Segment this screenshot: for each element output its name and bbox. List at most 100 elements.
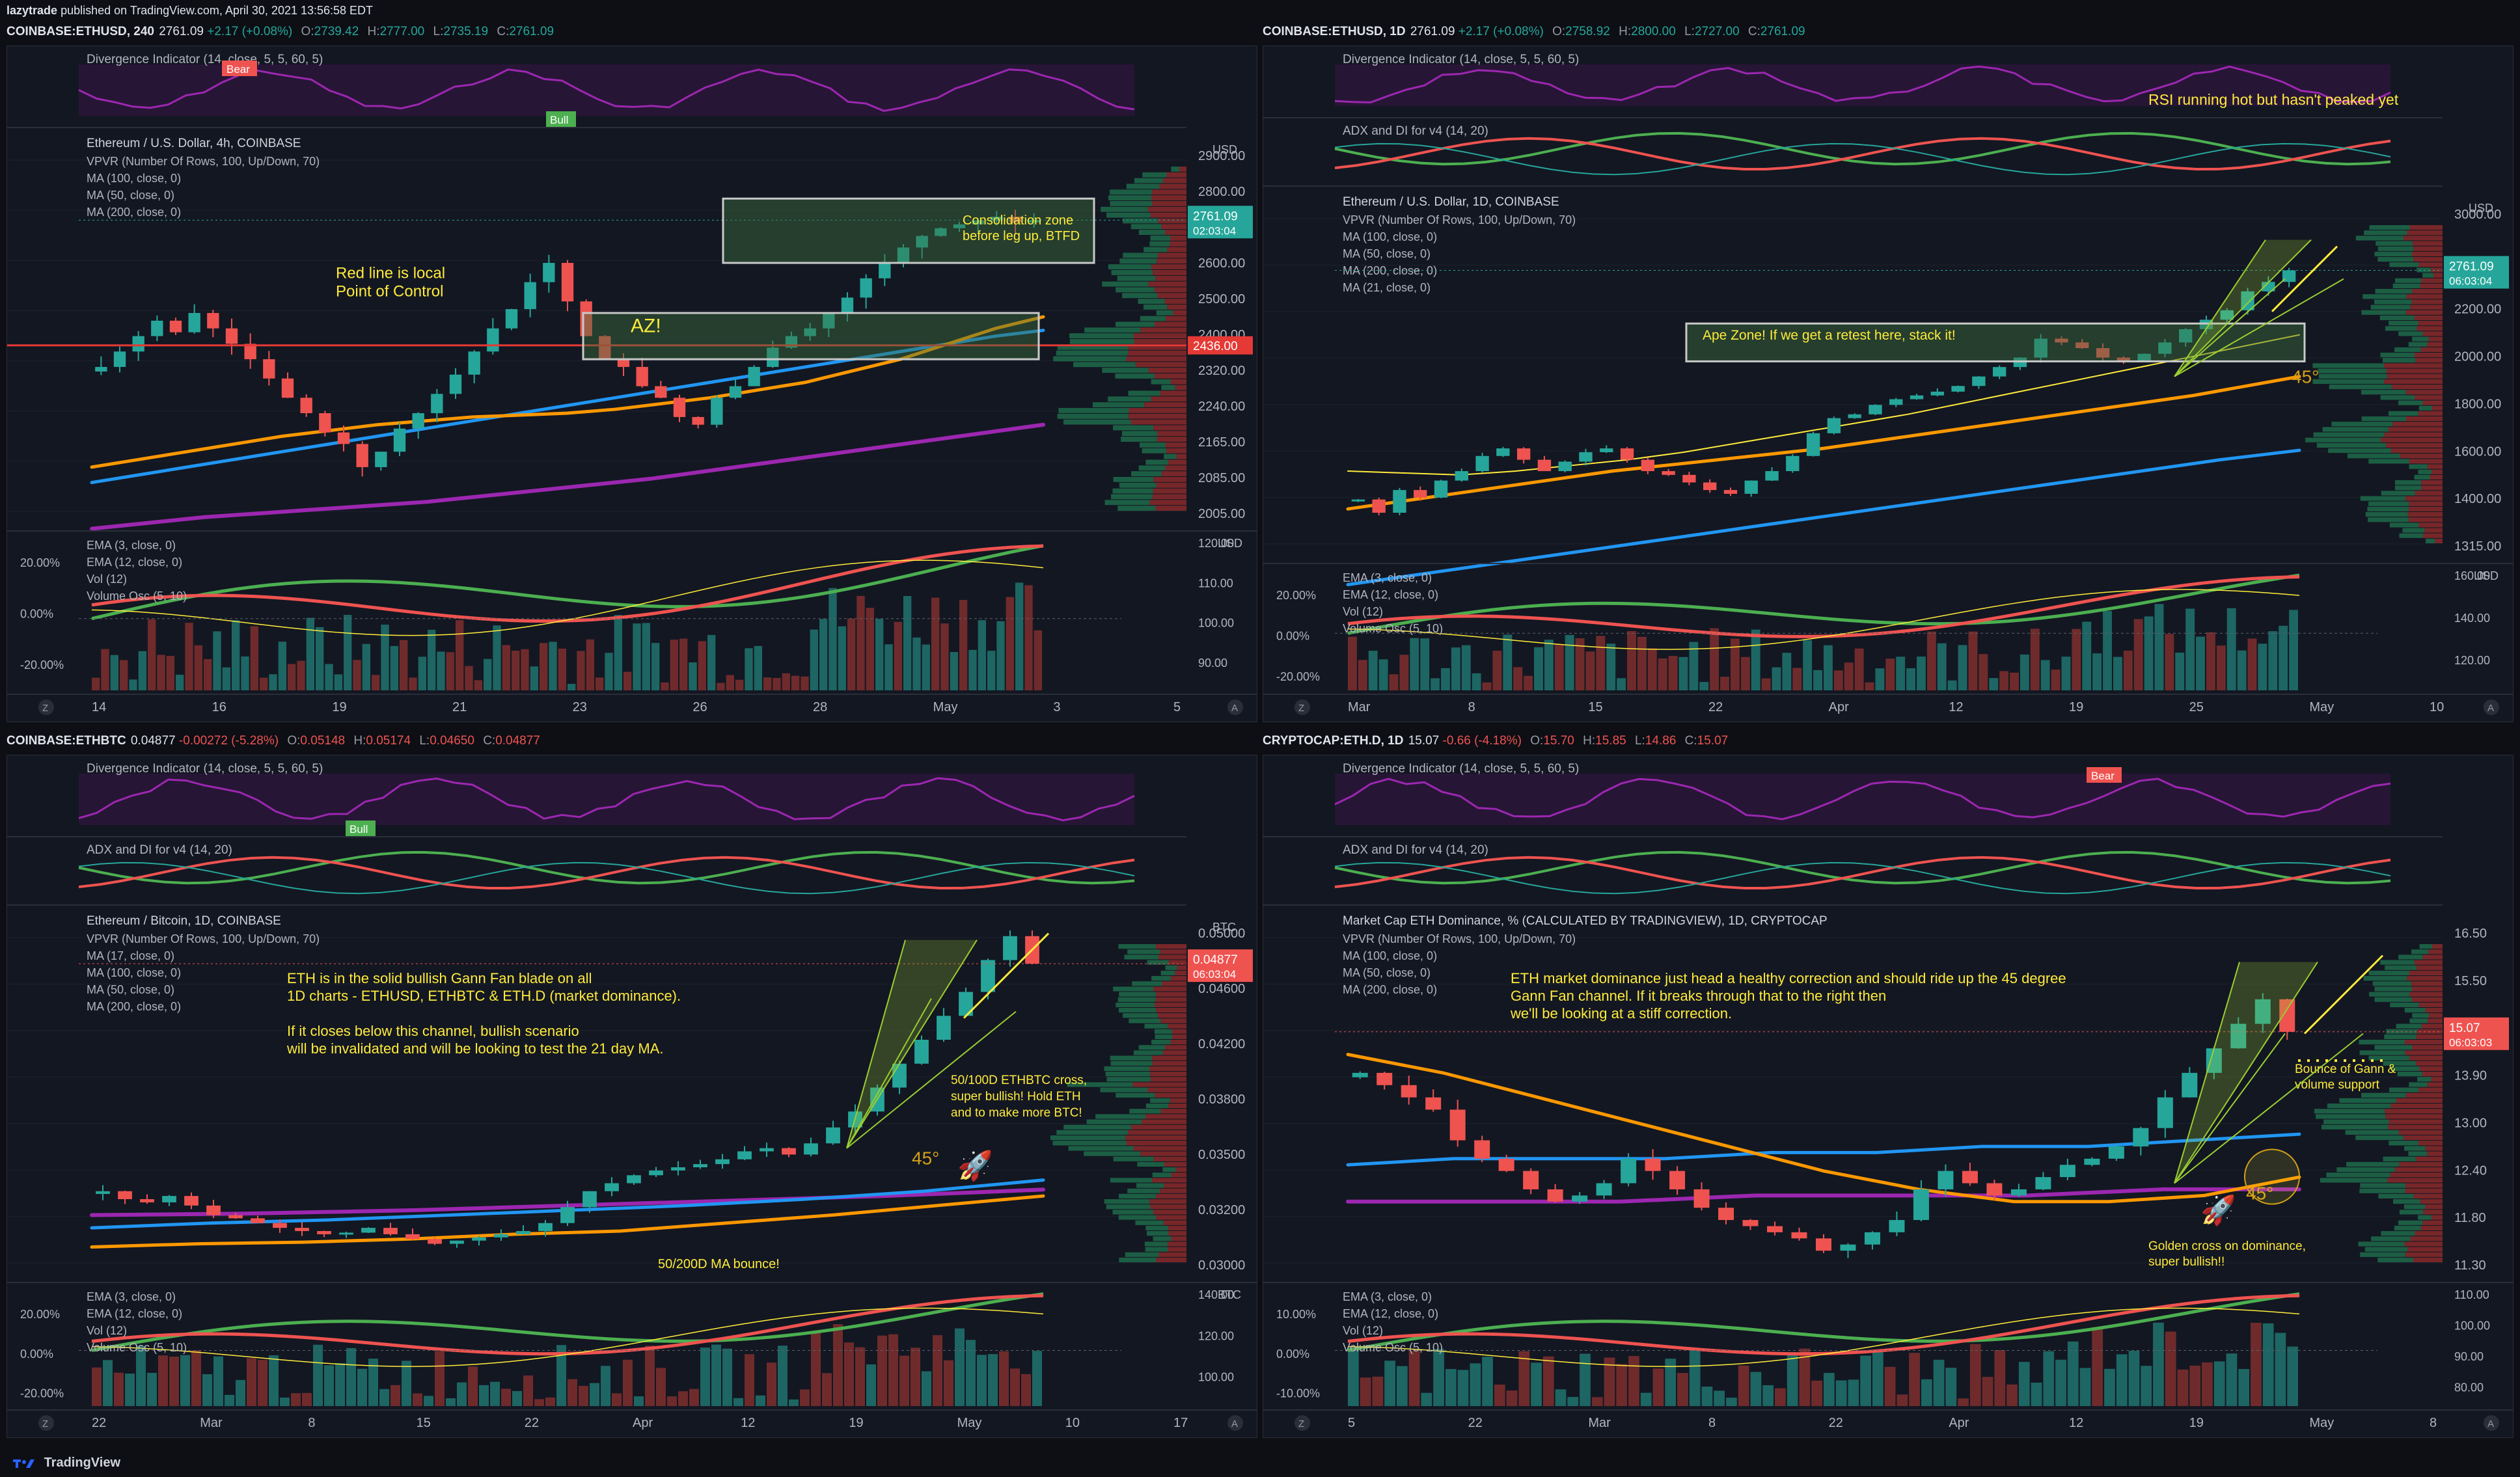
candle-body[interactable] [2096, 348, 2110, 358]
candle-body[interactable] [2254, 999, 2271, 1024]
candle-body[interactable] [2220, 310, 2234, 320]
candle-body[interactable] [715, 1159, 730, 1165]
candle-body[interactable] [655, 386, 667, 398]
candle-body[interactable] [1449, 1109, 1466, 1141]
candle-body[interactable] [2034, 338, 2048, 358]
candle-body[interactable] [693, 1164, 707, 1167]
candle-body[interactable] [1938, 1171, 1954, 1189]
candle-body[interactable] [1434, 480, 1448, 498]
trend-arrow[interactable] [963, 932, 1050, 1019]
candle-body[interactable] [1621, 1158, 1637, 1184]
candle-body[interactable] [860, 278, 872, 298]
candle-body[interactable] [627, 1175, 641, 1184]
last-price-tag[interactable] [2444, 1017, 2509, 1050]
candle-body[interactable] [516, 1231, 530, 1234]
candle-body[interactable] [711, 398, 723, 425]
candle-body[interactable] [273, 1223, 287, 1228]
candle-body[interactable] [1516, 448, 1531, 460]
candle-body[interactable] [1547, 1189, 1563, 1202]
ma50-line[interactable] [1346, 375, 2301, 511]
candle-body[interactable] [2133, 1128, 2149, 1146]
auto-scale-button[interactable] [1227, 699, 1243, 715]
candle-body[interactable] [1351, 499, 1365, 502]
candle-body[interactable] [1455, 471, 1468, 481]
candle-body[interactable] [1986, 1183, 2003, 1196]
candle-body[interactable] [560, 1207, 575, 1223]
candle-body[interactable] [2157, 1097, 2173, 1128]
candle-body[interactable] [361, 1228, 376, 1233]
candle-body[interactable] [1744, 480, 1758, 494]
candle-body[interactable] [317, 1231, 331, 1234]
candle-body[interactable] [1372, 499, 1386, 513]
candle-body[interactable] [2116, 357, 2131, 362]
zoom-button[interactable] [1294, 1415, 1310, 1431]
candle-body[interactable] [228, 1215, 243, 1219]
candle-body[interactable] [1682, 474, 1696, 483]
ma200-line[interactable] [90, 422, 1045, 531]
ma50-line[interactable] [90, 1194, 1045, 1249]
candle-body[interactable] [1765, 471, 1779, 481]
candle-body[interactable] [1572, 1195, 1588, 1202]
candle-body[interactable] [935, 228, 947, 236]
candle-body[interactable] [582, 1191, 597, 1208]
zoom-button[interactable] [38, 1415, 54, 1431]
candle-body[interactable] [1951, 386, 1965, 392]
candle-body[interactable] [897, 247, 910, 264]
zoom-button[interactable] [38, 699, 54, 715]
auto-scale-button[interactable] [2484, 699, 2499, 715]
candle-body[interactable] [1645, 1158, 1661, 1171]
trend-arrow[interactable] [2303, 955, 2384, 1035]
candle-body[interactable] [244, 344, 256, 360]
candle-body[interactable] [605, 1183, 619, 1191]
chart-svg[interactable]: Divergence Indicator (14, close, 5, 5, 6… [1263, 755, 2513, 1438]
candle-body[interactable] [1474, 1140, 1490, 1159]
candle-body[interactable] [2282, 270, 2296, 282]
candle-body[interactable] [2158, 342, 2172, 354]
candle-body[interactable] [472, 1237, 486, 1241]
candle-body[interactable] [914, 1040, 929, 1064]
price-axis[interactable] [1186, 46, 1257, 722]
candle-body[interactable] [671, 1167, 685, 1171]
zoom-button[interactable] [1294, 699, 1310, 715]
price-axis[interactable] [2443, 755, 2513, 1438]
candle-body[interactable] [1992, 367, 2006, 377]
candle-body[interactable] [2084, 1158, 2100, 1165]
candle-body[interactable] [2230, 1023, 2247, 1049]
last-price-tag[interactable] [1188, 949, 1253, 982]
candle-body[interactable] [206, 1205, 221, 1215]
candle-body[interactable] [184, 1196, 199, 1206]
candle-body[interactable] [151, 320, 163, 336]
symbol-label[interactable]: COINBASE:ETHBTC [7, 734, 126, 748]
candle-body[interactable] [2179, 329, 2193, 343]
candle-body[interactable] [487, 328, 499, 352]
candle-body[interactable] [1840, 1244, 1856, 1251]
candle-body[interactable] [1827, 418, 1841, 433]
chart-svg[interactable]: Divergence Indicator (14, close, 5, 5, 6… [7, 46, 1257, 722]
candle-body[interactable] [225, 328, 238, 344]
candle-body[interactable] [1537, 459, 1552, 472]
ma100-line[interactable] [1346, 448, 2301, 587]
candle-body[interactable] [1401, 1085, 1417, 1098]
candle-body[interactable] [251, 1218, 265, 1223]
candle-body[interactable] [1910, 395, 1924, 400]
candle-body[interactable] [959, 992, 973, 1016]
candle-body[interactable] [339, 1232, 353, 1235]
candle-body[interactable] [1558, 461, 1572, 472]
candle-body[interactable] [1806, 433, 1820, 456]
auto-scale-button[interactable] [2484, 1415, 2499, 1431]
price-axis[interactable] [2443, 46, 2513, 722]
candle-body[interactable] [1620, 448, 1634, 460]
candle-body[interactable] [405, 1234, 420, 1240]
candle-body[interactable] [543, 263, 555, 282]
candle-body[interactable] [991, 216, 1003, 221]
ma50-line[interactable] [90, 315, 1045, 469]
candle-body[interactable] [561, 263, 574, 302]
candle-body[interactable] [617, 359, 630, 367]
candle-body[interactable] [468, 351, 480, 375]
candle-body[interactable] [95, 366, 107, 372]
candle-body[interactable] [2059, 1165, 2075, 1178]
candle-body[interactable] [804, 328, 816, 336]
candle-body[interactable] [383, 1228, 398, 1234]
candle-body[interactable] [636, 366, 648, 386]
candle-body[interactable] [748, 366, 760, 386]
